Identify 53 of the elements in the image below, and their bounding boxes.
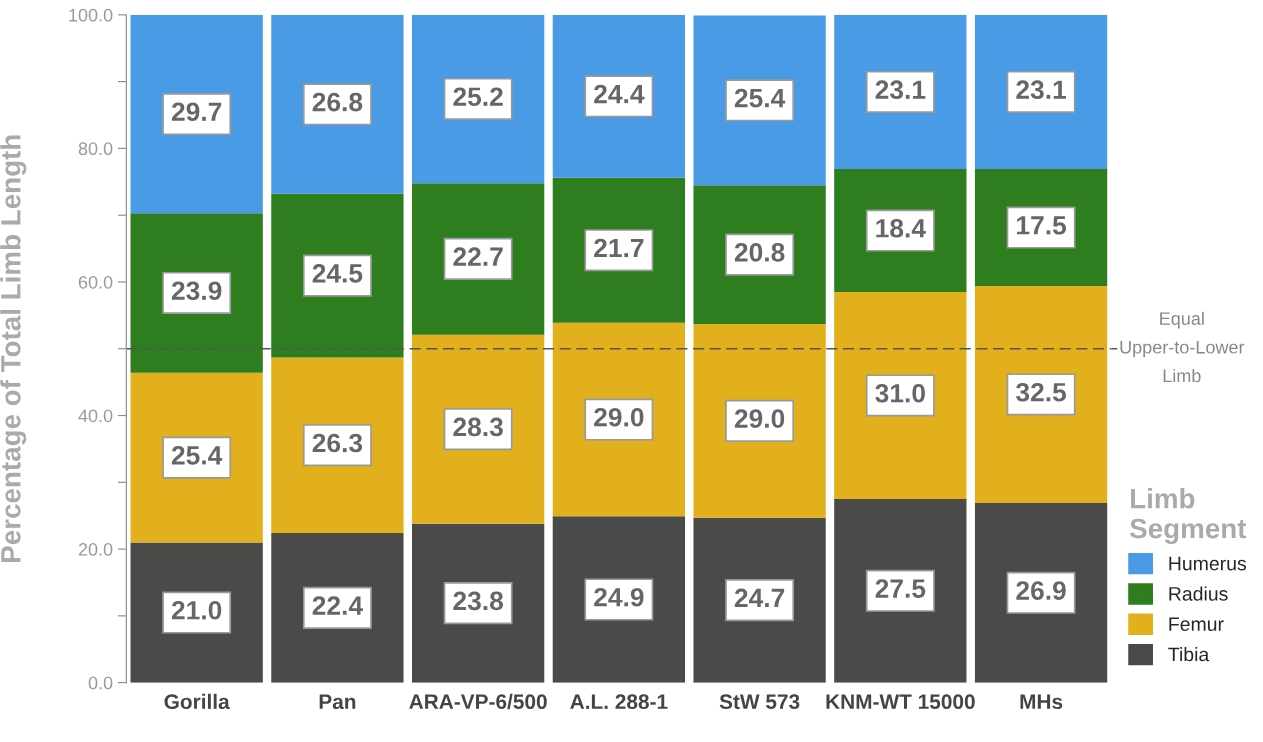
data-label: 24.4: [594, 84, 645, 104]
legend-label: Femur: [1169, 617, 1224, 632]
data-label: 29.0: [594, 407, 644, 427]
bar: [552, 322, 686, 517]
legend-label: Humerus: [1169, 556, 1247, 571]
data-label: 22.7: [453, 247, 503, 266]
data-label: 24.9: [594, 587, 644, 607]
data-label: 25.2: [453, 87, 503, 107]
data-label: 20.8: [734, 242, 785, 262]
data-label: 17.5: [1017, 216, 1067, 235]
y-tick-label: 20.0: [78, 543, 113, 556]
data-label: 26.8: [312, 92, 363, 112]
x-tick-label: Pan: [319, 694, 356, 710]
data-label: 26.9: [1016, 581, 1066, 600]
data-label: 21.7: [594, 238, 644, 258]
y-tick-label: 0.0: [88, 676, 113, 690]
data-label: 29.0: [734, 409, 785, 428]
data-label: 24.7: [734, 588, 785, 607]
x-tick-label: ARA-VP-6/500: [409, 693, 547, 710]
data-label: 23.8: [453, 591, 504, 611]
x-tick-label: StW 573: [719, 694, 800, 710]
bar: [130, 14, 263, 214]
ref-line-label: Equal Upper-to-Lower Limb: [1120, 311, 1245, 383]
y-tick-label: 60.0: [78, 275, 113, 289]
data-label: 32.5: [1016, 382, 1067, 402]
x-tick-label: A.L. 288-1: [570, 694, 668, 710]
y-tick-label: 40.0: [78, 409, 113, 423]
bar: [411, 334, 545, 524]
y-tick-label: 80.0: [78, 142, 113, 156]
legend-label: Radius: [1169, 586, 1228, 601]
data-label: 25.4: [734, 88, 786, 108]
x-tick-label: Gorilla: [164, 693, 230, 710]
data-label: 23.1: [875, 80, 926, 100]
data-label: 18.4: [876, 218, 926, 238]
data-label: 23.1: [1016, 80, 1067, 100]
data-label: 25.4: [171, 445, 223, 465]
data-label: 22.4: [312, 596, 363, 615]
data-label: 29.7: [171, 102, 222, 122]
data-label: 31.0: [875, 383, 925, 403]
data-label: 26.3: [312, 433, 363, 453]
data-label: 28.3: [453, 417, 503, 437]
data-label: 21.0: [171, 600, 222, 620]
y-tick-label: 100.0: [69, 8, 113, 22]
data-label: 23.9: [171, 281, 222, 301]
data-label: 24.5: [312, 264, 363, 283]
bar: [834, 291, 967, 499]
x-tick-label: KNM-WT 15000: [826, 694, 975, 710]
y-axis-title: Percentage of Total Limb Length: [0, 135, 27, 562]
bar: [693, 324, 826, 518]
legend-label: Tibia: [1168, 647, 1210, 662]
legend-title: Limb Segment: [1129, 488, 1247, 544]
data-label: 27.5: [875, 579, 926, 598]
x-tick-label: MHs: [1020, 694, 1063, 710]
